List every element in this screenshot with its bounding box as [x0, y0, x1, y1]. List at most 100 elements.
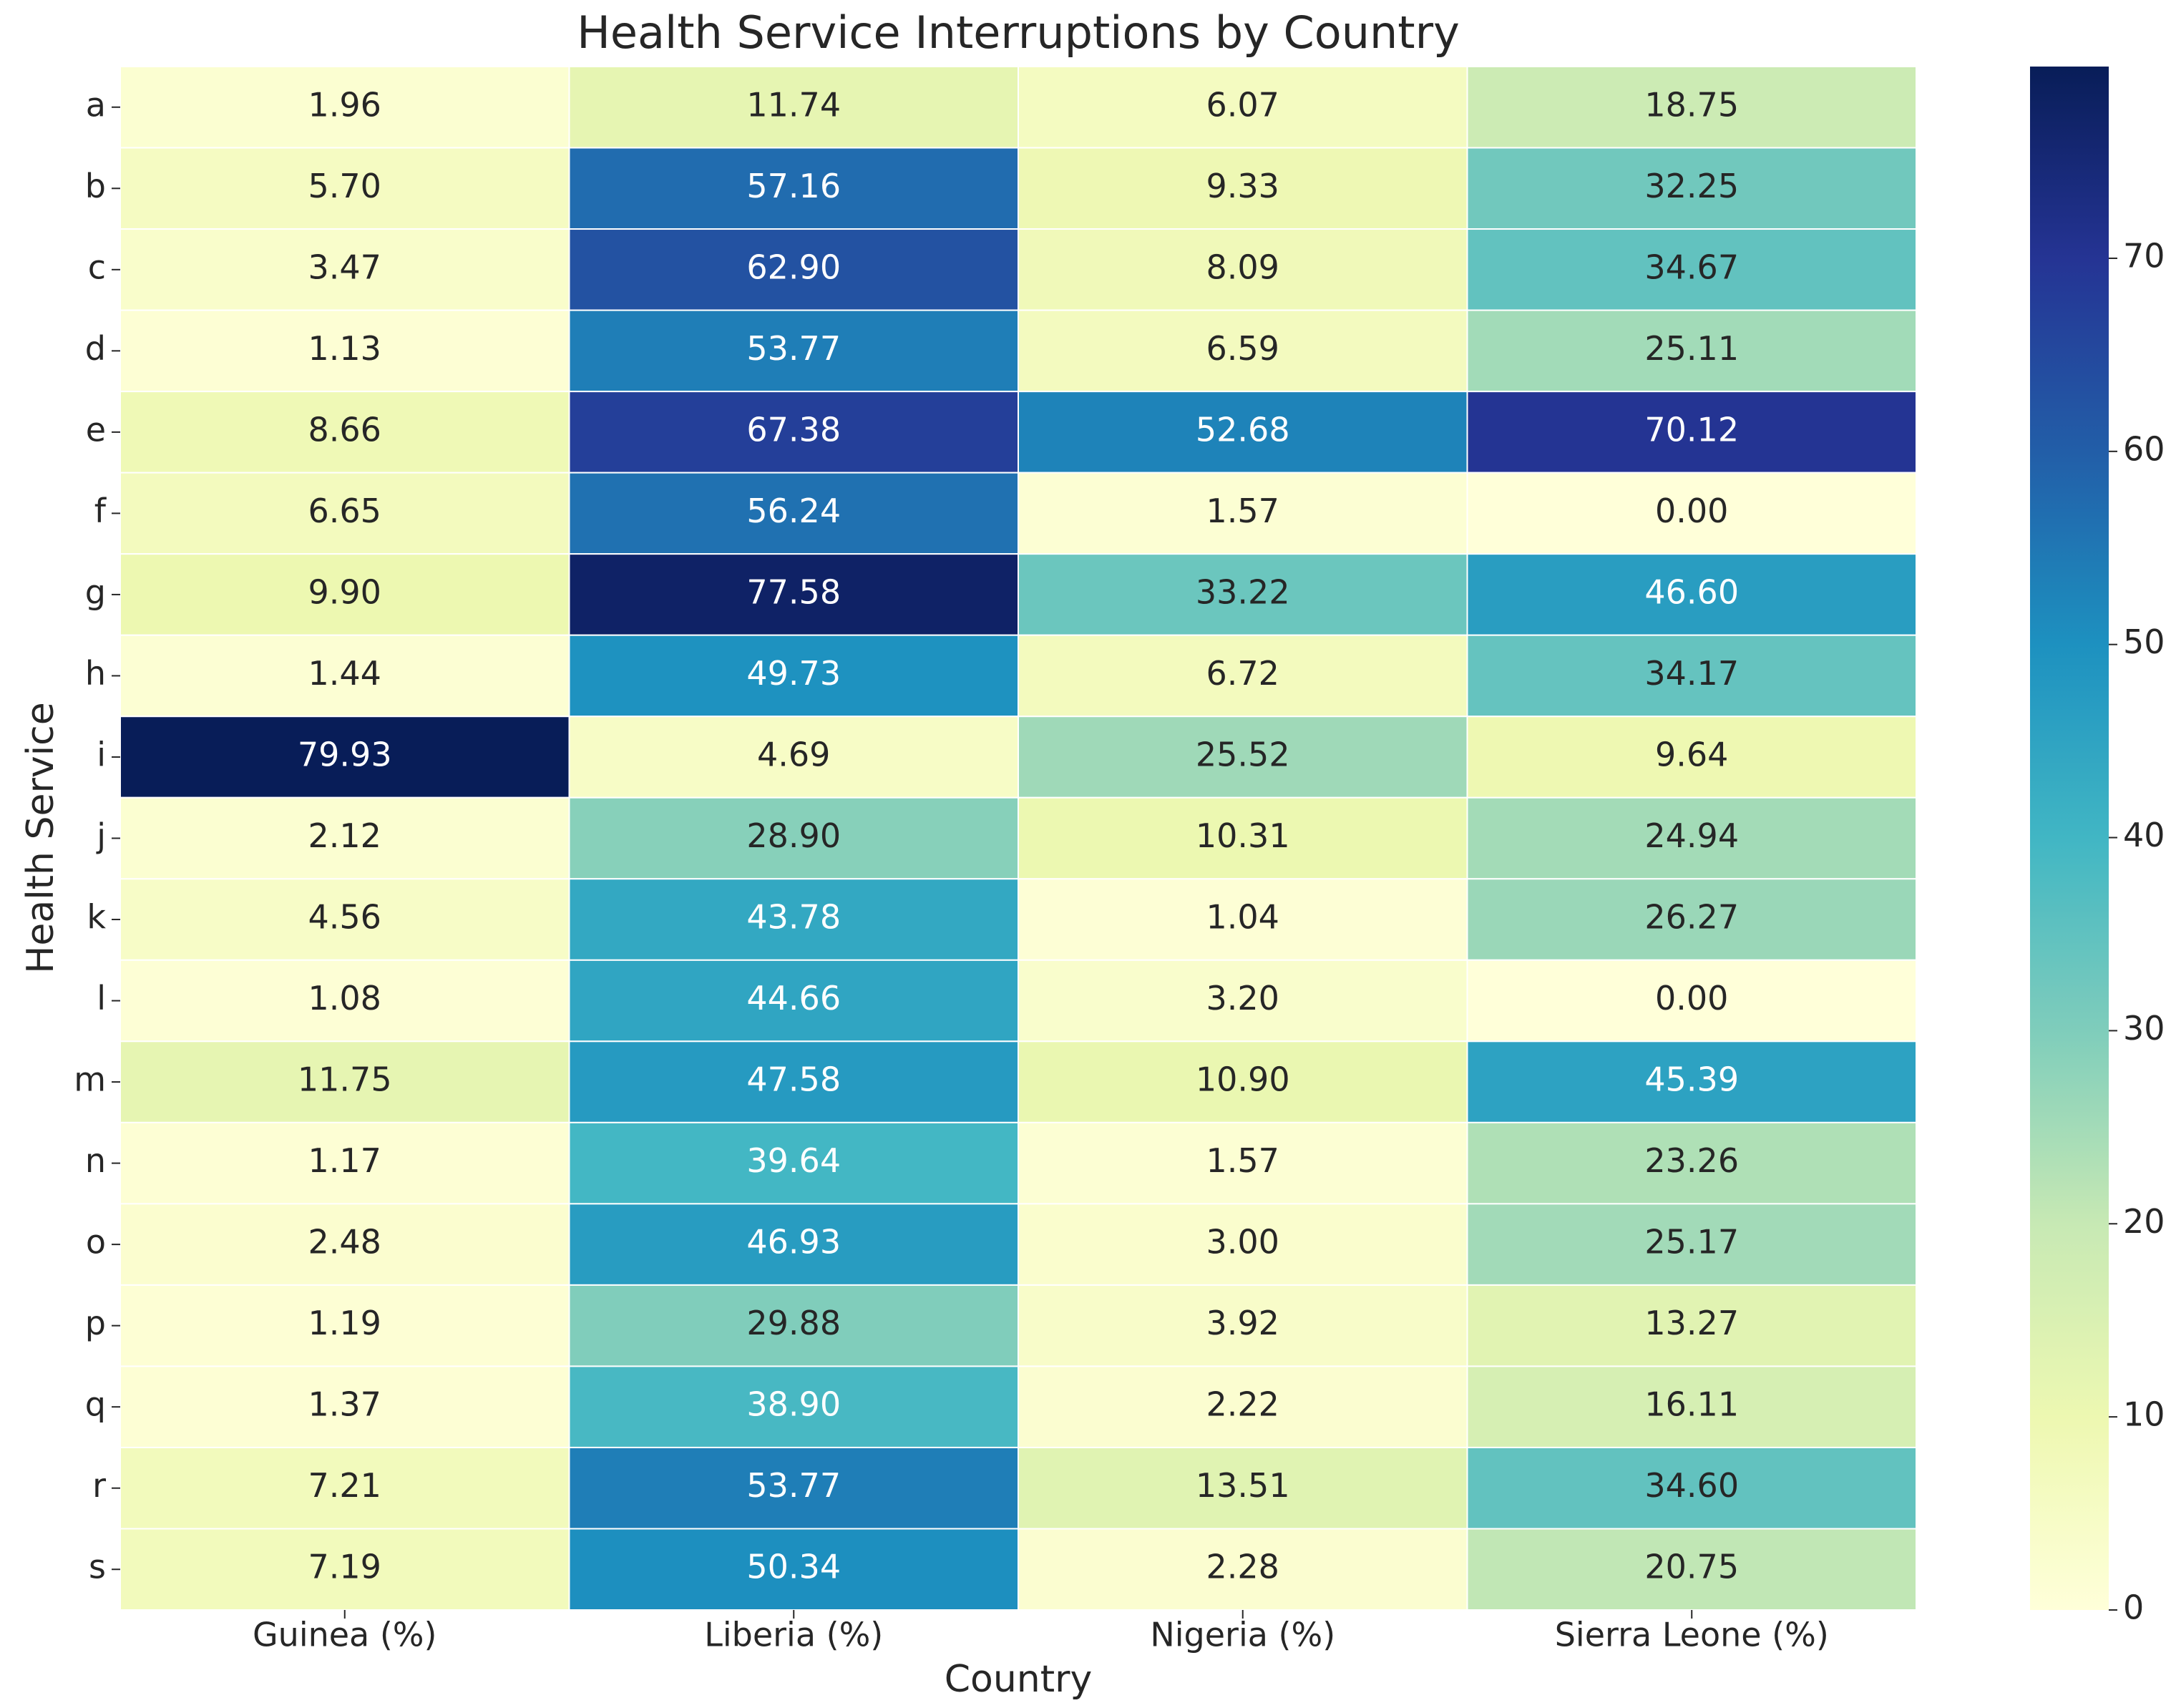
heatmap-cell: [1466, 1446, 1917, 1530]
cell-label: 1.37: [308, 1385, 381, 1424]
cell-label: 0.00: [1655, 492, 1728, 530]
y-tick-label: f: [94, 492, 107, 530]
cell-label: 13.51: [1196, 1466, 1290, 1505]
cell-label: 39.64: [746, 1141, 841, 1180]
heatmap-cell: [1466, 228, 1917, 311]
heatmap-cell: [1018, 634, 1468, 718]
heatmap-cell: [1018, 878, 1468, 961]
heatmap-cell: [1466, 147, 1917, 230]
cell-label: 6.07: [1206, 85, 1279, 124]
heatmap-cell: [119, 1446, 570, 1530]
cell-label: 34.67: [1644, 248, 1739, 286]
cell-label: 79.93: [298, 735, 392, 774]
colorbar-tick-label: 30: [2123, 1009, 2165, 1048]
cell-label: 1.57: [1206, 492, 1279, 530]
heatmap-cell: [119, 472, 570, 555]
heatmap-cell: [1466, 66, 1917, 149]
heatmap-cell: [119, 634, 570, 718]
cell-label: 67.38: [746, 410, 841, 449]
y-axis-label: Health Service: [19, 702, 62, 973]
y-tick-label: i: [97, 735, 106, 774]
cell-label: 1.08: [308, 979, 381, 1018]
heatmap-cell: [1466, 959, 1917, 1043]
y-tick-label: a: [86, 85, 106, 124]
cell-label: 3.20: [1206, 979, 1279, 1018]
cell-label: 3.47: [308, 248, 381, 286]
heatmap-cell: [119, 553, 570, 636]
cell-label: 1.19: [308, 1304, 381, 1342]
heatmap-cell: [568, 228, 1019, 311]
cell-label: 10.31: [1196, 816, 1290, 855]
cell-label: 8.09: [1206, 248, 1279, 286]
cell-label: 49.73: [746, 654, 841, 693]
cell-label: 25.52: [1196, 735, 1290, 774]
cell-label: 9.33: [1206, 167, 1279, 205]
cell-label: 57.16: [746, 167, 841, 205]
cell-label: 8.66: [308, 410, 381, 449]
cell-label: 1.17: [308, 1141, 381, 1180]
y-tick-label: r: [92, 1466, 106, 1505]
heatmap-cell: [119, 391, 570, 474]
heatmap-cell: [1466, 1365, 1917, 1448]
heatmap-cell: [1018, 959, 1468, 1043]
y-tick-label: n: [85, 1141, 106, 1180]
cell-label: 25.17: [1644, 1223, 1739, 1262]
cell-label: 77.58: [746, 572, 841, 611]
cell-label: 7.21: [308, 1466, 381, 1505]
heatmap-cell: [1466, 1528, 1917, 1611]
x-tick-label: Liberia (%): [704, 1616, 883, 1654]
cell-label: 53.77: [746, 1466, 841, 1505]
heatmap-cell: [1018, 391, 1468, 474]
cell-label: 9.64: [1655, 735, 1728, 774]
colorbar-tick-label: 50: [2123, 623, 2165, 661]
heatmap-cell: [1466, 553, 1917, 636]
heatmap-cell: [119, 1284, 570, 1367]
heatmap-cell: [1018, 472, 1468, 555]
heatmap-cell: [1018, 796, 1468, 880]
cell-label: 2.12: [308, 816, 381, 855]
heatmap-cell: [119, 147, 570, 230]
heatmap-cell: [568, 1365, 1019, 1448]
heatmap-cell: [1018, 1365, 1468, 1448]
y-tick-label: s: [89, 1548, 106, 1586]
cell-label: 10.90: [1196, 1060, 1290, 1099]
cell-label: 34.60: [1644, 1466, 1739, 1505]
x-tick-label: Sierra Leone (%): [1555, 1616, 1829, 1654]
cell-label: 56.24: [746, 492, 841, 530]
heatmap-cell: [568, 1446, 1019, 1530]
cell-label: 0.00: [1655, 979, 1728, 1018]
y-tick-label: d: [85, 329, 106, 368]
colorbar: [2030, 67, 2109, 1610]
chart-title: Health Service Interruptions by Country: [577, 6, 1460, 59]
cell-label: 62.90: [746, 248, 841, 286]
colorbar-tick-label: 70: [2123, 236, 2165, 275]
cell-label: 2.22: [1206, 1385, 1279, 1424]
cell-label: 2.28: [1206, 1548, 1279, 1586]
cell-label: 45.39: [1644, 1060, 1739, 1099]
heatmap-cell: [119, 309, 570, 393]
x-tick-label: Guinea (%): [253, 1616, 436, 1654]
heatmap-cell: [1466, 878, 1917, 961]
y-tick-label: j: [96, 816, 106, 855]
cell-label: 34.17: [1644, 654, 1739, 693]
heatmap-cell: [1466, 309, 1917, 393]
cell-label: 1.04: [1206, 898, 1279, 937]
y-tick-label: c: [88, 248, 106, 286]
cell-label: 44.66: [746, 979, 841, 1018]
heatmap-cell: [1466, 472, 1917, 555]
heatmap-cell: [568, 391, 1019, 474]
heatmap-cell: [1018, 309, 1468, 393]
heatmap-cell: [1018, 716, 1468, 799]
heatmap-cell: [568, 1040, 1019, 1123]
colorbar-tick-label: 60: [2123, 429, 2165, 468]
heatmap-cell: [119, 796, 570, 880]
heatmap-cell: [568, 147, 1019, 230]
y-tick-label: k: [87, 898, 106, 937]
cell-label: 11.75: [298, 1060, 392, 1099]
cell-label: 6.65: [308, 492, 381, 530]
y-tick-label: e: [86, 410, 106, 449]
heatmap-cell: [1018, 1040, 1468, 1123]
heatmap-cell: [1018, 553, 1468, 636]
cell-label: 28.90: [746, 816, 841, 855]
cell-label: 18.75: [1644, 85, 1739, 124]
